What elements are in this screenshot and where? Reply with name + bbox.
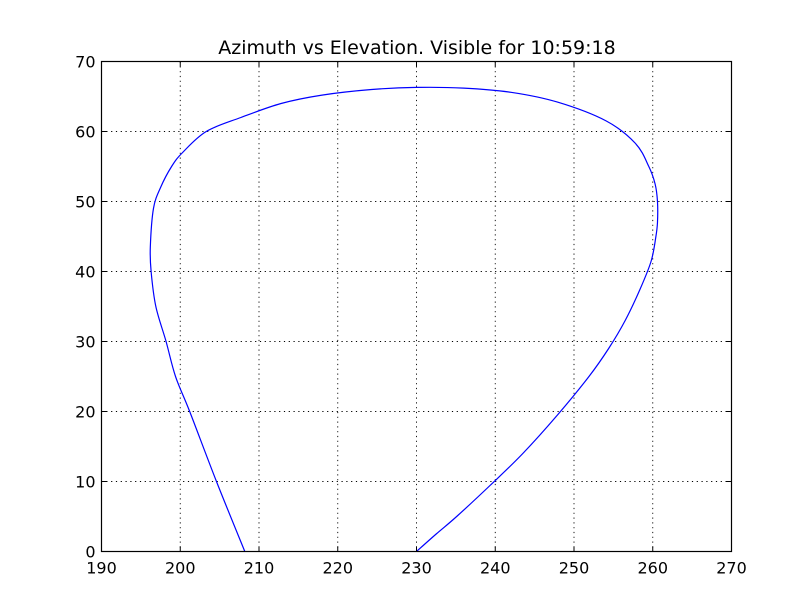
tick-label-layer: 190 200 210 220 230 240 250 260 270 0 10 20 30 40 50 60… bbox=[75, 53, 747, 578]
x-tick-label: 270 bbox=[716, 559, 747, 578]
y-tick-label: 20 bbox=[75, 403, 95, 422]
x-tick-label: 230 bbox=[401, 559, 432, 578]
x-tick-label: 250 bbox=[559, 559, 590, 578]
x-tick-label: 190 bbox=[86, 559, 117, 578]
series-line bbox=[149, 86, 659, 552]
x-tick-label: 200 bbox=[165, 559, 196, 578]
y-tick-label: 30 bbox=[75, 333, 95, 352]
tick-layer bbox=[101, 61, 732, 552]
y-tick-label: 70 bbox=[75, 53, 95, 72]
series-layer bbox=[149, 86, 659, 552]
x-tick-label: 210 bbox=[244, 559, 275, 578]
x-tick-label: 260 bbox=[637, 559, 668, 578]
grid-layer bbox=[101, 61, 732, 552]
y-tick-label: 0 bbox=[85, 543, 95, 562]
y-tick-label: 10 bbox=[75, 473, 95, 492]
chart-title: Azimuth vs Elevation. Visible for 10:59:… bbox=[218, 37, 615, 59]
x-tick-label: 240 bbox=[480, 559, 511, 578]
x-tick-label: 220 bbox=[322, 559, 353, 578]
y-tick-label: 60 bbox=[75, 123, 95, 142]
y-tick-label: 50 bbox=[75, 193, 95, 212]
y-tick-label: 40 bbox=[75, 263, 95, 282]
